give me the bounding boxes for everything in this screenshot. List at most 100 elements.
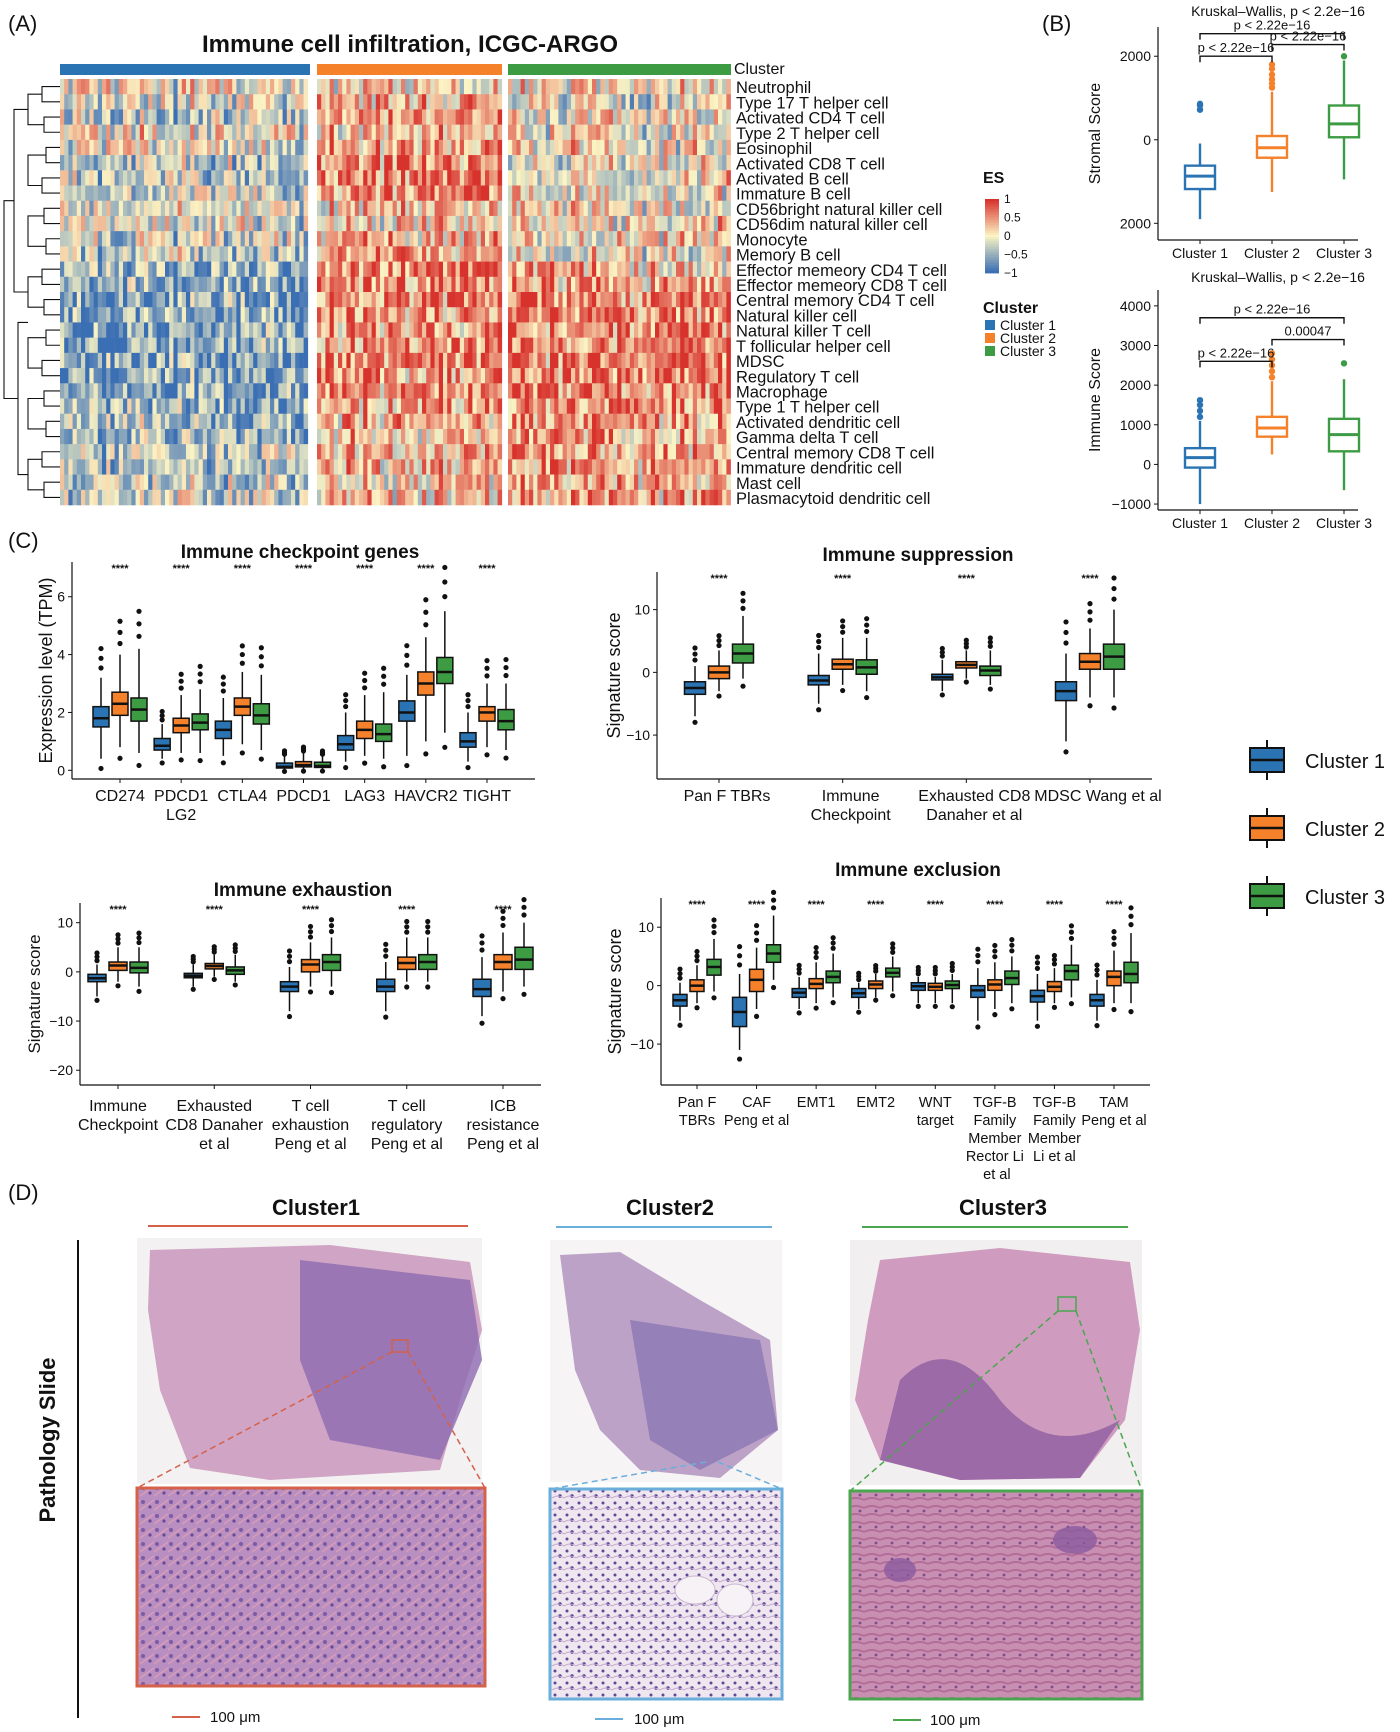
heatmap-cell	[114, 352, 120, 369]
heatmap-cell	[278, 215, 283, 232]
heatmap-cell	[219, 398, 225, 415]
heatmap-cell	[198, 292, 204, 308]
heatmap-cell	[558, 428, 563, 445]
heatmap-cell	[274, 261, 279, 278]
heatmap-cell	[583, 109, 589, 125]
heatmap-cell	[106, 139, 111, 156]
heatmap-cell	[371, 170, 377, 186]
heatmap-cell	[642, 155, 647, 171]
heatmap-cell	[562, 185, 568, 202]
heatmap-cell	[655, 474, 660, 491]
heatmap-cell	[422, 398, 427, 415]
heatmap-cell	[321, 474, 326, 491]
heatmap-cell	[202, 352, 208, 369]
heatmap-cell	[409, 200, 414, 217]
heatmap-cell	[571, 413, 576, 430]
heatmap-cell	[545, 231, 551, 247]
heatmap-cell	[508, 261, 513, 278]
heatmap-cell	[575, 215, 580, 232]
heatmap-cell	[726, 231, 731, 247]
comparison-bracket	[1199, 32, 1345, 40]
heatmap-cell	[367, 398, 372, 415]
heatmap-cell	[295, 474, 300, 491]
heatmap-cell	[579, 200, 584, 217]
heatmap-cell	[426, 337, 431, 354]
heatmap-cell	[451, 428, 456, 445]
heatmap-cell	[190, 170, 195, 186]
heatmap-cell	[550, 200, 555, 217]
heatmap-cell	[371, 246, 377, 262]
heatmap-cell	[202, 428, 208, 445]
heatmap-cell	[249, 398, 254, 415]
box-outlier	[232, 982, 238, 988]
box-outlier	[328, 917, 335, 923]
heatmap-cell	[169, 413, 174, 430]
heatmap-cell	[215, 185, 220, 202]
es-legend-gradient	[985, 241, 999, 244]
heatmap-cell	[219, 261, 225, 278]
heatmap-cell	[375, 444, 381, 460]
heatmap-cell	[688, 444, 694, 460]
heatmap-cell	[181, 413, 187, 430]
heatmap-cell	[173, 292, 178, 308]
heatmap-cell	[533, 246, 538, 262]
heatmap-cell	[516, 246, 521, 262]
heatmap-cell	[713, 231, 719, 247]
heatmap-cell	[634, 261, 639, 278]
heatmap-cell	[642, 109, 647, 125]
heatmap-cell	[422, 79, 427, 95]
heatmap-cell	[701, 322, 706, 338]
heatmap-cell	[476, 307, 482, 323]
heatmap-cell	[303, 489, 309, 506]
heatmap-cell	[190, 200, 195, 217]
es-legend-gradient	[985, 233, 999, 236]
heatmap-cell	[489, 139, 494, 156]
heatmap-cell	[190, 79, 195, 95]
heatmap-cell	[249, 246, 254, 262]
heatmap-cell	[223, 185, 229, 202]
heatmap-cell	[726, 322, 731, 338]
heatmap-cell	[512, 459, 517, 475]
heatmap-cell	[102, 292, 107, 308]
heatmap-cell	[642, 139, 647, 156]
heatmap-cell	[472, 444, 477, 460]
heatmap-cell	[508, 109, 513, 125]
heatmap-cell	[76, 94, 82, 110]
heatmap-cell	[173, 383, 178, 399]
heatmap-cell	[257, 352, 262, 369]
heatmap-cell	[659, 352, 664, 369]
heatmap-cell	[608, 215, 614, 232]
heatmap-cell	[257, 79, 262, 95]
heatmap-cell	[489, 383, 494, 399]
heatmap-cell	[688, 322, 694, 338]
heatmap-cell	[575, 155, 580, 171]
heatmap-cell	[148, 489, 153, 506]
heatmap-cell	[697, 489, 702, 506]
heatmap-cell	[270, 489, 275, 506]
heatmap-cell	[688, 413, 694, 430]
comparison-bracket	[1199, 55, 1273, 63]
heatmap-cell	[583, 337, 589, 354]
heatmap-cell	[426, 292, 431, 308]
box-outlier	[1087, 601, 1093, 607]
heatmap-cell	[537, 337, 542, 354]
heatmap-cell	[181, 276, 187, 293]
heatmap-cell	[600, 124, 605, 141]
box-outlier	[692, 657, 698, 663]
heatmap-cell	[228, 200, 233, 217]
heatmap-cell	[671, 109, 677, 125]
box-outlier	[383, 953, 389, 959]
significance-stars: ****	[417, 563, 435, 575]
heatmap-cell	[72, 489, 78, 506]
heatmap-cell	[127, 307, 132, 323]
heatmap-cell	[291, 185, 296, 202]
heatmap-cell	[148, 200, 153, 217]
heatmap-cell	[688, 368, 694, 384]
box-outlier	[239, 643, 245, 649]
heatmap-cell	[604, 292, 610, 308]
heatmap-cell	[232, 200, 237, 217]
heatmap-cell	[575, 109, 580, 125]
heatmap-cell	[232, 368, 237, 384]
heatmap-cell	[671, 200, 677, 217]
heatmap-cell	[537, 398, 542, 415]
